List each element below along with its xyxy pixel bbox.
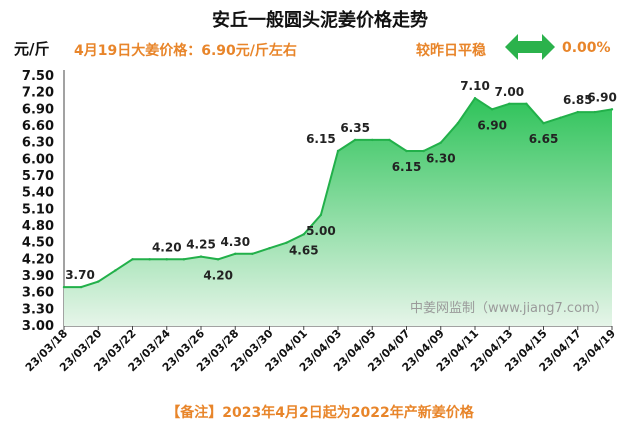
data-point: [490, 108, 494, 111]
y-tick-label: 6.30: [22, 136, 54, 151]
chart-title: 安丘一般圆头泥姜价格走势: [212, 10, 428, 31]
data-point: [114, 269, 117, 272]
data-point: [473, 97, 477, 100]
y-tick-label: 3.00: [22, 319, 54, 334]
y-tick-label: 5.70: [22, 169, 54, 184]
data-label: 4.20: [152, 240, 182, 254]
y-tick-label: 3.30: [22, 302, 54, 317]
data-point: [199, 255, 203, 258]
y-tick-label: 5.10: [22, 202, 54, 217]
data-label: 6.15: [392, 160, 422, 174]
data-label: 6.15: [306, 132, 336, 146]
data-label: 6.90: [587, 90, 617, 104]
data-label: 4.20: [203, 268, 233, 282]
data-point: [405, 149, 408, 153]
data-label: 6.90: [477, 118, 507, 132]
data-point: [216, 258, 220, 261]
data-point: [234, 252, 237, 255]
y-unit-label: 元/斤: [14, 40, 50, 58]
data-point: [353, 138, 357, 142]
data-point: [79, 285, 83, 289]
data-point: [456, 122, 460, 125]
data-point: [388, 138, 391, 142]
data-point: [97, 280, 100, 283]
data-point: [285, 241, 288, 244]
data-label: 6.65: [529, 132, 559, 146]
data-point: [576, 110, 579, 114]
data-point: [336, 149, 340, 153]
double-arrow-icon: [505, 34, 555, 64]
data-point: [302, 233, 305, 236]
data-point: [593, 110, 597, 114]
y-tick-label: 6.00: [22, 152, 54, 167]
data-label: 7.00: [494, 85, 524, 99]
y-tick-label: 3.60: [22, 286, 54, 301]
change-percent: 0.00%: [562, 40, 611, 56]
y-tick-label: 3.90: [22, 269, 54, 284]
data-point: [439, 141, 442, 144]
data-label: 5.00: [306, 224, 336, 238]
y-tick-label: 5.40: [22, 186, 54, 201]
data-label: 4.65: [289, 243, 319, 257]
y-tick-label: 7.20: [22, 86, 54, 101]
price-headline: 4月19日大姜价格：6.90元/斤左右: [74, 43, 297, 59]
y-tick-label: 7.50: [22, 69, 54, 84]
data-label: 4.25: [186, 238, 216, 252]
data-point: [610, 108, 614, 111]
data-label: 6.35: [340, 121, 370, 135]
y-tick-label: 4.50: [22, 236, 54, 251]
data-label: 6.85: [563, 93, 593, 107]
watermark: 中姜网监制（www.jiang7.com）: [410, 301, 608, 316]
footer-note: 【备注】2023年4月2日起为2022年产新姜价格: [166, 405, 474, 421]
data-point: [371, 138, 374, 142]
y-tick-label: 6.60: [22, 119, 54, 134]
y-tick-label: 4.80: [22, 219, 54, 234]
data-point: [422, 149, 425, 153]
data-point: [251, 252, 254, 255]
y-tick-label: 4.20: [22, 252, 54, 267]
y-tick-label: 6.90: [22, 102, 54, 117]
data-label: 4.30: [220, 235, 250, 249]
data-point: [182, 258, 186, 261]
data-point: [319, 213, 323, 217]
area-fill: [64, 98, 612, 326]
compare-label: 较昨日平稳: [416, 43, 486, 59]
data-label: 6.30: [426, 152, 456, 166]
data-point: [525, 102, 528, 105]
data-point: [165, 258, 168, 261]
data-point: [62, 285, 66, 289]
data-label: 3.70: [65, 268, 95, 282]
data-point: [131, 258, 134, 261]
data-point: [542, 122, 545, 125]
data-label: 7.10: [460, 79, 490, 93]
data-point: [559, 116, 562, 119]
data-point: [148, 258, 151, 261]
data-point: [508, 102, 511, 105]
data-point: [268, 247, 271, 250]
